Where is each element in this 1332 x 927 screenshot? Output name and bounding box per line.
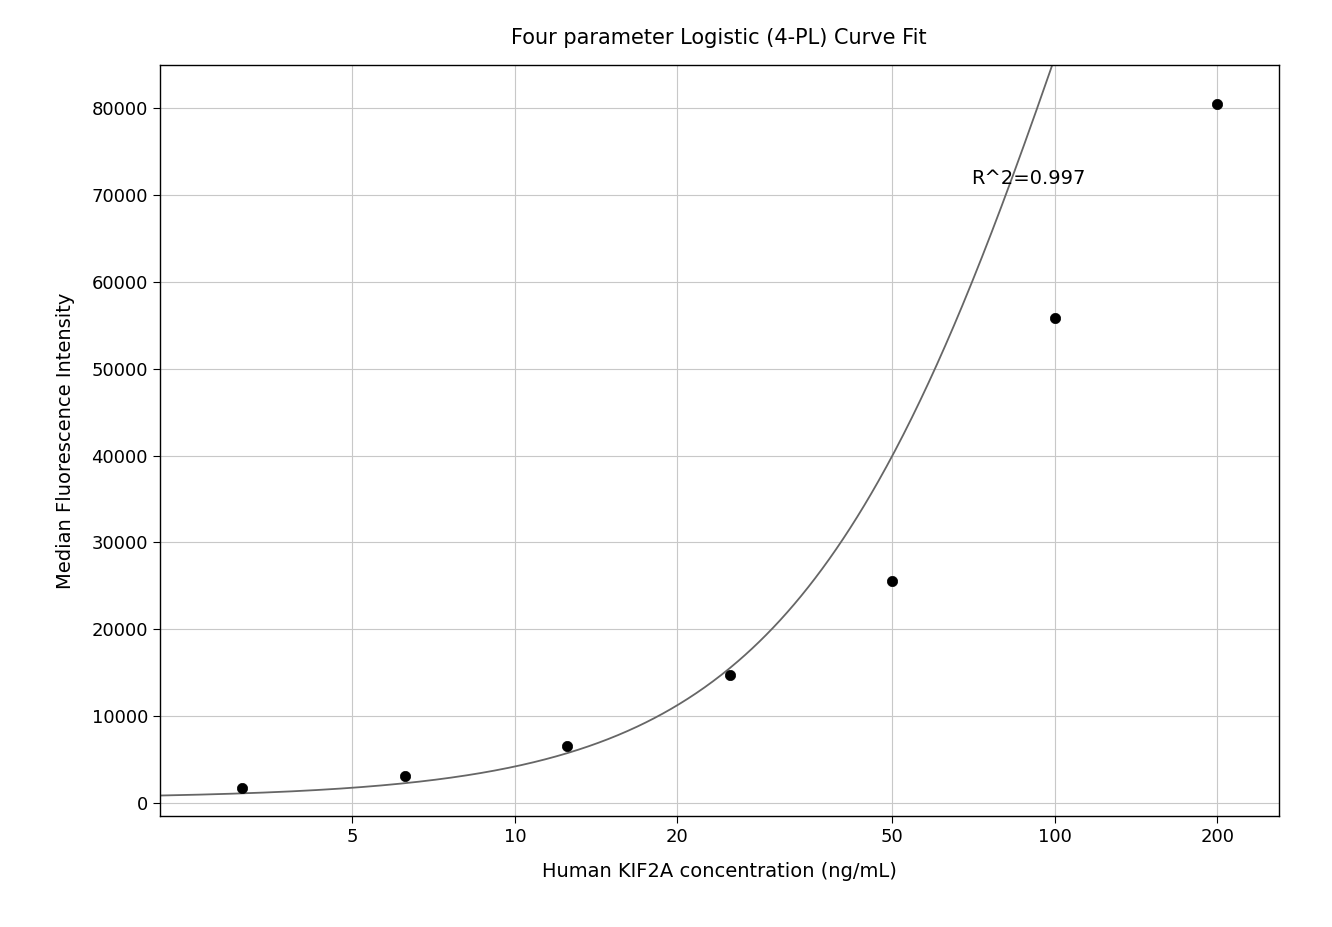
Point (232, 781, 253, 795)
Point (557, 739, 578, 754)
Text: R^2=0.997: R^2=0.997 (971, 169, 1086, 188)
Point (882, 573, 903, 588)
Y-axis label: Median Fluorescence Intensity: Median Fluorescence Intensity (56, 292, 75, 589)
Point (394, 768, 416, 783)
Title: Four parameter Logistic (4-PL) Curve Fit: Four parameter Logistic (4-PL) Curve Fit (511, 28, 927, 48)
Point (719, 667, 741, 682)
Point (1044, 311, 1066, 325)
X-axis label: Human KIF2A concentration (ng/mL): Human KIF2A concentration (ng/mL) (542, 862, 896, 882)
Point (1207, 96, 1228, 111)
